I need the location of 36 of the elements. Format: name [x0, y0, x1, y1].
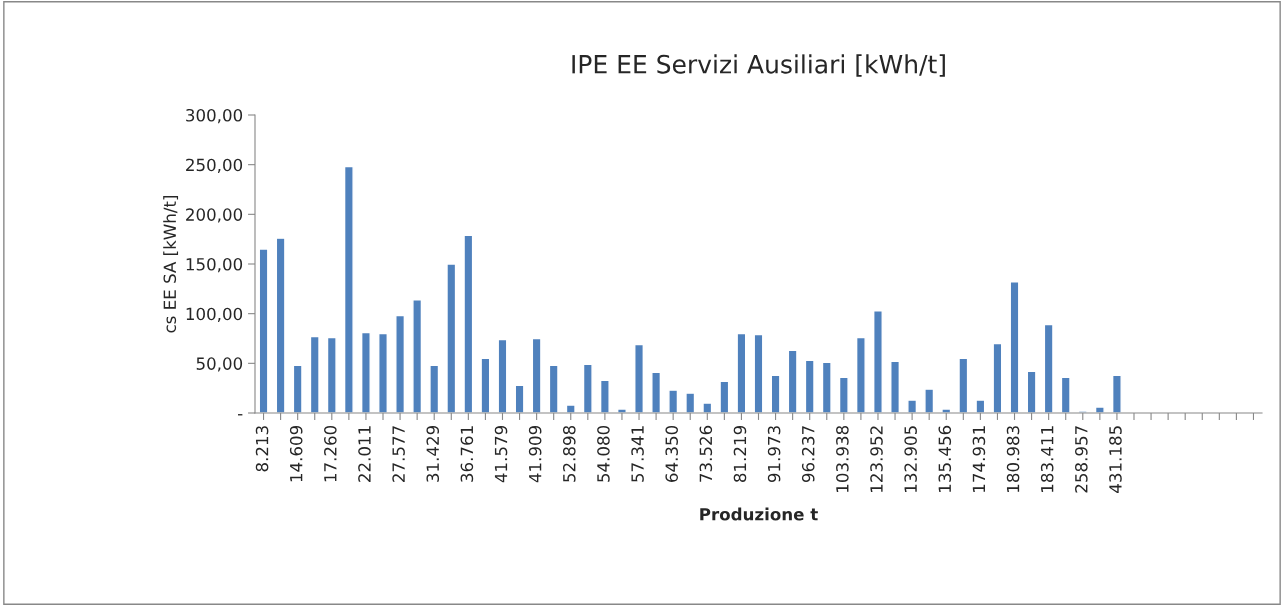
x-axis-title: Produzione t — [700, 507, 818, 521]
x-tick-label: 132.905 — [904, 426, 917, 492]
x-tick-label: 183.411 — [1040, 426, 1054, 492]
x-tick-label: 54.080 — [597, 425, 610, 482]
x-tick-label: 31.429 — [426, 425, 440, 482]
x-tick-label: 57.341 — [631, 426, 644, 482]
chart-title: IPE EE Servizi Ausiliari [kWh/t] — [572, 54, 945, 77]
x-tick-label: 52.898 — [562, 425, 576, 482]
x-tick-label: 180.983 — [1006, 426, 1020, 492]
x-tick-label: 17.260 — [324, 425, 337, 482]
x-tick-label: 64.350 — [665, 425, 678, 482]
x-tick-label: 431.185 — [1109, 426, 1122, 493]
x-tick-label: 123.952 — [870, 426, 883, 492]
x-tick-label: 41.909 — [528, 425, 542, 483]
x-tick-label: 103.938 — [836, 425, 849, 492]
x-tick-label: 41.579 — [494, 425, 508, 483]
x-tick-label: 135.456 — [938, 425, 952, 492]
y-tick-label: - — [238, 414, 243, 416]
x-tick-label: 27.577 — [392, 426, 405, 482]
x-tick-label: 174.931 — [972, 426, 986, 492]
x-tick-label: 81.219 — [733, 425, 747, 482]
y-tick-label: 200,00 — [186, 208, 243, 223]
x-tick-label: 36.761 — [460, 426, 474, 482]
y-tick-label: 50,00 — [196, 357, 243, 372]
y-tick-label: 250,00 — [186, 158, 243, 173]
x-tick-label: 91.973 — [767, 426, 781, 483]
x-tick-label: 258.957 — [1075, 426, 1088, 493]
x-tick-label: 22.011 — [358, 426, 371, 482]
x-tick-label: 14.609 — [289, 425, 303, 482]
y-tick-label: 100,00 — [186, 307, 243, 322]
x-tick-label: 8.213 — [255, 426, 269, 472]
y-tick-label: 150,00 — [186, 257, 243, 273]
y-axis-title: cs EE SA [kWh/t] — [163, 195, 179, 333]
x-tick-label: 96.237 — [801, 426, 815, 483]
y-tick-label: 300,00 — [186, 108, 243, 124]
x-tick-label: 73.526 — [699, 425, 713, 482]
